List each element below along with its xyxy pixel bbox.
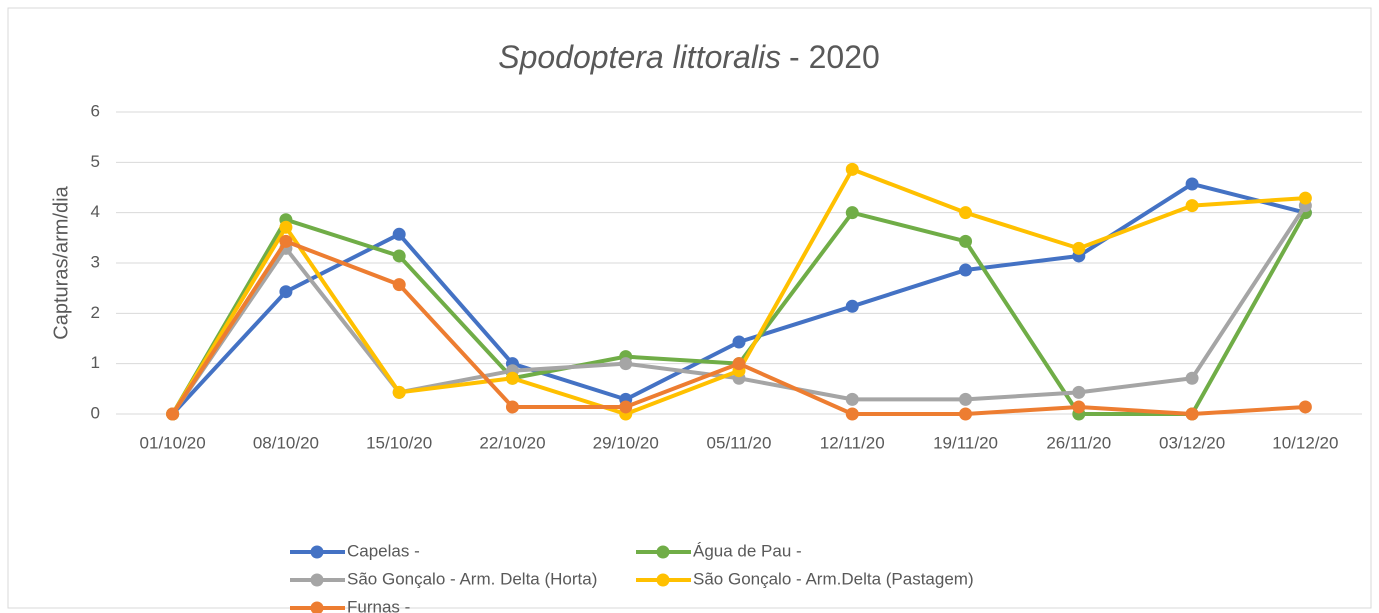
title-year: - 2020	[789, 39, 880, 75]
point	[845, 162, 859, 176]
point	[1185, 371, 1199, 385]
point	[279, 220, 293, 234]
point	[505, 371, 519, 385]
legend-label: São Gonçalo - Arm.Delta (Pastagem)	[693, 569, 974, 588]
legend-marker	[310, 601, 324, 613]
point	[959, 234, 973, 248]
point	[279, 285, 293, 299]
x-tick-label: 29/10/20	[593, 433, 659, 452]
legend-label: São Gonçalo - Arm. Delta (Horta)	[347, 569, 597, 588]
x-tick-label: 08/10/20	[253, 433, 319, 452]
y-tick-label: 1	[91, 353, 100, 372]
chart-frame	[7, 7, 1372, 609]
x-tick-label: 22/10/20	[479, 433, 545, 452]
x-tick-label: 12/11/20	[820, 433, 885, 452]
point	[845, 392, 859, 406]
point	[959, 407, 973, 421]
point	[392, 249, 406, 263]
point	[1185, 199, 1199, 213]
legend-marker	[656, 545, 670, 559]
point	[392, 385, 406, 399]
legend-label: Água de Pau -	[693, 541, 802, 560]
point	[1072, 241, 1086, 255]
point	[845, 206, 859, 220]
point	[732, 357, 746, 371]
x-tick-label: 15/10/20	[366, 433, 432, 452]
y-tick-label: 0	[91, 403, 100, 422]
point	[1185, 177, 1199, 191]
legend-label: Furnas -	[347, 597, 410, 613]
y-tick-label: 6	[91, 101, 100, 120]
legend-marker	[310, 573, 324, 587]
point	[166, 407, 180, 421]
y-axis-label: Capturas/arm/dia	[50, 185, 72, 339]
point	[732, 335, 746, 349]
point	[959, 263, 973, 277]
y-tick-label: 4	[91, 202, 100, 221]
point	[505, 400, 519, 414]
point	[959, 392, 973, 406]
point	[845, 407, 859, 421]
point	[1298, 400, 1312, 414]
y-tick-label: 3	[91, 252, 100, 271]
point	[619, 400, 633, 414]
legend-marker	[310, 545, 324, 559]
point	[845, 299, 859, 313]
y-tick-label: 2	[91, 303, 100, 322]
x-tick-label: 01/10/20	[140, 433, 206, 452]
y-tick-label: 5	[91, 152, 100, 171]
legend-marker	[656, 573, 670, 587]
x-tick-label: 19/11/20	[933, 433, 998, 452]
point	[1185, 407, 1199, 421]
x-tick-label: 26/11/20	[1046, 433, 1111, 452]
title-species: Spodoptera littoralis	[498, 39, 781, 75]
point	[392, 278, 406, 292]
point	[1072, 400, 1086, 414]
point	[1298, 191, 1312, 205]
point	[392, 227, 406, 241]
chart-title: Spodoptera littoralis - 2020	[498, 39, 880, 75]
x-tick-label: 03/12/20	[1159, 433, 1225, 452]
point	[279, 234, 293, 248]
point	[619, 357, 633, 371]
x-tick-label: 05/11/20	[707, 433, 772, 452]
point	[1072, 385, 1086, 399]
legend-label: Capelas -	[347, 541, 420, 560]
point	[959, 206, 973, 220]
x-tick-label: 10/12/20	[1272, 433, 1338, 452]
